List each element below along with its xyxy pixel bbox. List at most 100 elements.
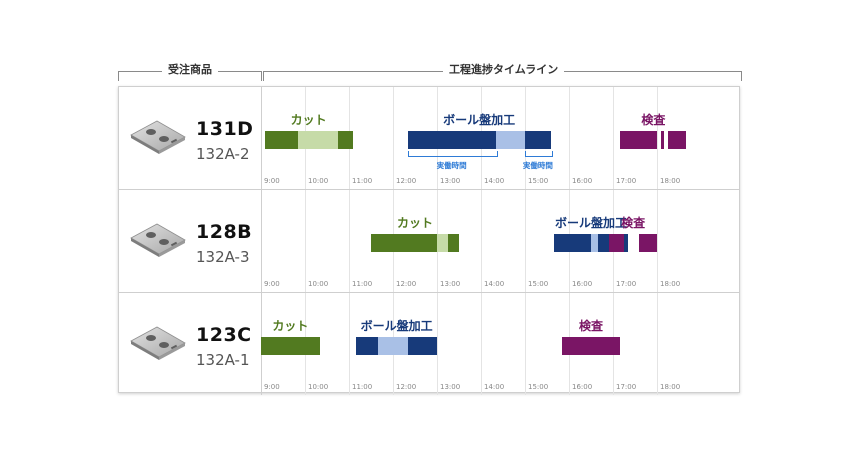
tick-label: 17:00 xyxy=(616,177,637,185)
ball-bar-segment xyxy=(554,234,591,252)
working-time-label: 実働時間 xyxy=(522,161,553,170)
grid-line xyxy=(481,293,482,395)
table-row: 123C 132A-1 9:00 10:00 11:00 12:00 13:00 14:00 1… xyxy=(119,293,739,395)
plate-icon xyxy=(130,120,186,154)
tick-label: 11:00 xyxy=(352,383,373,391)
ball-bar-segment xyxy=(356,337,379,355)
tick-label: 16:00 xyxy=(572,280,593,288)
tick-label: 9:00 xyxy=(264,177,280,185)
grid-line xyxy=(437,293,438,395)
grid-line xyxy=(393,87,394,189)
tick-label: 11:00 xyxy=(352,280,373,288)
plate-icon xyxy=(130,223,186,257)
tick-label: 9:00 xyxy=(264,383,280,391)
grid-line xyxy=(657,293,658,395)
cut-stage-label: カット xyxy=(272,319,309,333)
cut-bar-segment xyxy=(261,337,320,355)
cut-stage-label: カット xyxy=(290,113,327,127)
ball-bar-segment xyxy=(495,131,525,149)
insp-bar-segment xyxy=(609,234,624,252)
ball-stage-label: ボール盤加工 xyxy=(443,113,516,127)
working-time-bracket xyxy=(407,151,498,157)
tick-label: 14:00 xyxy=(484,383,505,391)
right-header-label: 工程進捗タイムライン xyxy=(443,63,565,77)
cut-stage-label: カット xyxy=(396,216,433,230)
grid-line xyxy=(525,293,526,395)
row-separator xyxy=(119,292,739,293)
table-row: 131D 132A-2 9:00 10:00 11:00 12:00 13:00 14:00 1… xyxy=(119,87,739,189)
insp-stage-label: 検査 xyxy=(641,113,666,127)
ball-stage-label: ボール盤加工 xyxy=(554,216,627,230)
product-subcode: 132A-2 xyxy=(196,145,250,163)
tick-label: 16:00 xyxy=(572,383,593,391)
grid-line xyxy=(349,190,350,292)
tick-label: 18:00 xyxy=(660,383,681,391)
tick-label: 15:00 xyxy=(528,177,549,185)
grid-line xyxy=(349,293,350,395)
grid-line xyxy=(613,87,614,189)
grid-line xyxy=(657,87,658,189)
product-cell: 123C 132A-1 xyxy=(119,293,262,395)
tick-label: 14:00 xyxy=(484,177,505,185)
tick-label: 12:00 xyxy=(396,177,417,185)
cut-bar-segment xyxy=(338,131,353,149)
tick-label: 17:00 xyxy=(616,280,637,288)
product-code: 131D xyxy=(196,118,254,140)
timeline-table: 131D 132A-2 9:00 10:00 11:00 12:00 13:00 14:00 1… xyxy=(118,86,740,395)
ball-stage-label: ボール盤加工 xyxy=(360,319,433,333)
insp-bar-segment xyxy=(620,131,657,149)
tick-label: 15:00 xyxy=(528,383,549,391)
tick-label: 18:00 xyxy=(660,280,681,288)
ball-bar-segment xyxy=(407,337,437,355)
cut-bar-segment xyxy=(264,131,298,149)
insp-stage-label: 検査 xyxy=(621,216,646,230)
product-subcode: 132A-3 xyxy=(196,248,250,266)
tick-label: 13:00 xyxy=(440,177,461,185)
tick-label: 11:00 xyxy=(352,177,373,185)
tick-label: 10:00 xyxy=(308,177,329,185)
ball-bar-segment xyxy=(407,131,496,149)
product-cell: 131D 132A-2 xyxy=(119,87,262,189)
tick-label: 10:00 xyxy=(308,280,329,288)
tick-label: 12:00 xyxy=(396,383,417,391)
tick-label: 12:00 xyxy=(396,280,417,288)
product-subcode: 132A-1 xyxy=(196,351,250,369)
insp-stage-label: 検査 xyxy=(578,319,603,333)
grid-line xyxy=(657,190,658,292)
grid-line xyxy=(525,190,526,292)
insp-bar-segment xyxy=(660,131,665,149)
table-row: 128B 132A-3 9:00 10:00 11:00 12:00 13:00 14:00 1… xyxy=(119,190,739,292)
plate-icon xyxy=(130,326,186,360)
tick-label: 15:00 xyxy=(528,280,549,288)
cut-bar-segment xyxy=(371,234,437,252)
left-header-label: 受注商品 xyxy=(162,63,218,77)
ball-bar-segment xyxy=(525,131,551,149)
grid-line xyxy=(481,190,482,292)
cut-bar-segment xyxy=(297,131,338,149)
plate-image xyxy=(127,220,189,264)
tick-label: 18:00 xyxy=(660,177,681,185)
product-code: 123C xyxy=(196,324,252,346)
tick-label: 16:00 xyxy=(572,177,593,185)
row-separator xyxy=(119,189,739,190)
product-cell: 128B 132A-3 xyxy=(119,190,262,292)
plate-image xyxy=(127,117,189,161)
working-time-bracket xyxy=(525,151,553,157)
grid-line xyxy=(305,190,306,292)
ball-bar-segment xyxy=(591,234,599,252)
tick-label: 10:00 xyxy=(308,383,329,391)
tick-label: 13:00 xyxy=(440,280,461,288)
tick-label: 9:00 xyxy=(264,280,280,288)
tick-label: 17:00 xyxy=(616,383,637,391)
cut-bar-segment xyxy=(437,234,448,252)
working-time-label: 実働時間 xyxy=(436,161,467,170)
tick-label: 14:00 xyxy=(484,280,505,288)
insp-bar-segment xyxy=(638,234,657,252)
ball-bar-segment xyxy=(378,337,408,355)
insp-bar-segment xyxy=(668,131,687,149)
product-code: 128B xyxy=(196,221,253,243)
tick-label: 13:00 xyxy=(440,383,461,391)
plate-image xyxy=(127,323,189,367)
insp-bar-segment xyxy=(561,337,621,355)
cut-bar-segment xyxy=(448,234,459,252)
